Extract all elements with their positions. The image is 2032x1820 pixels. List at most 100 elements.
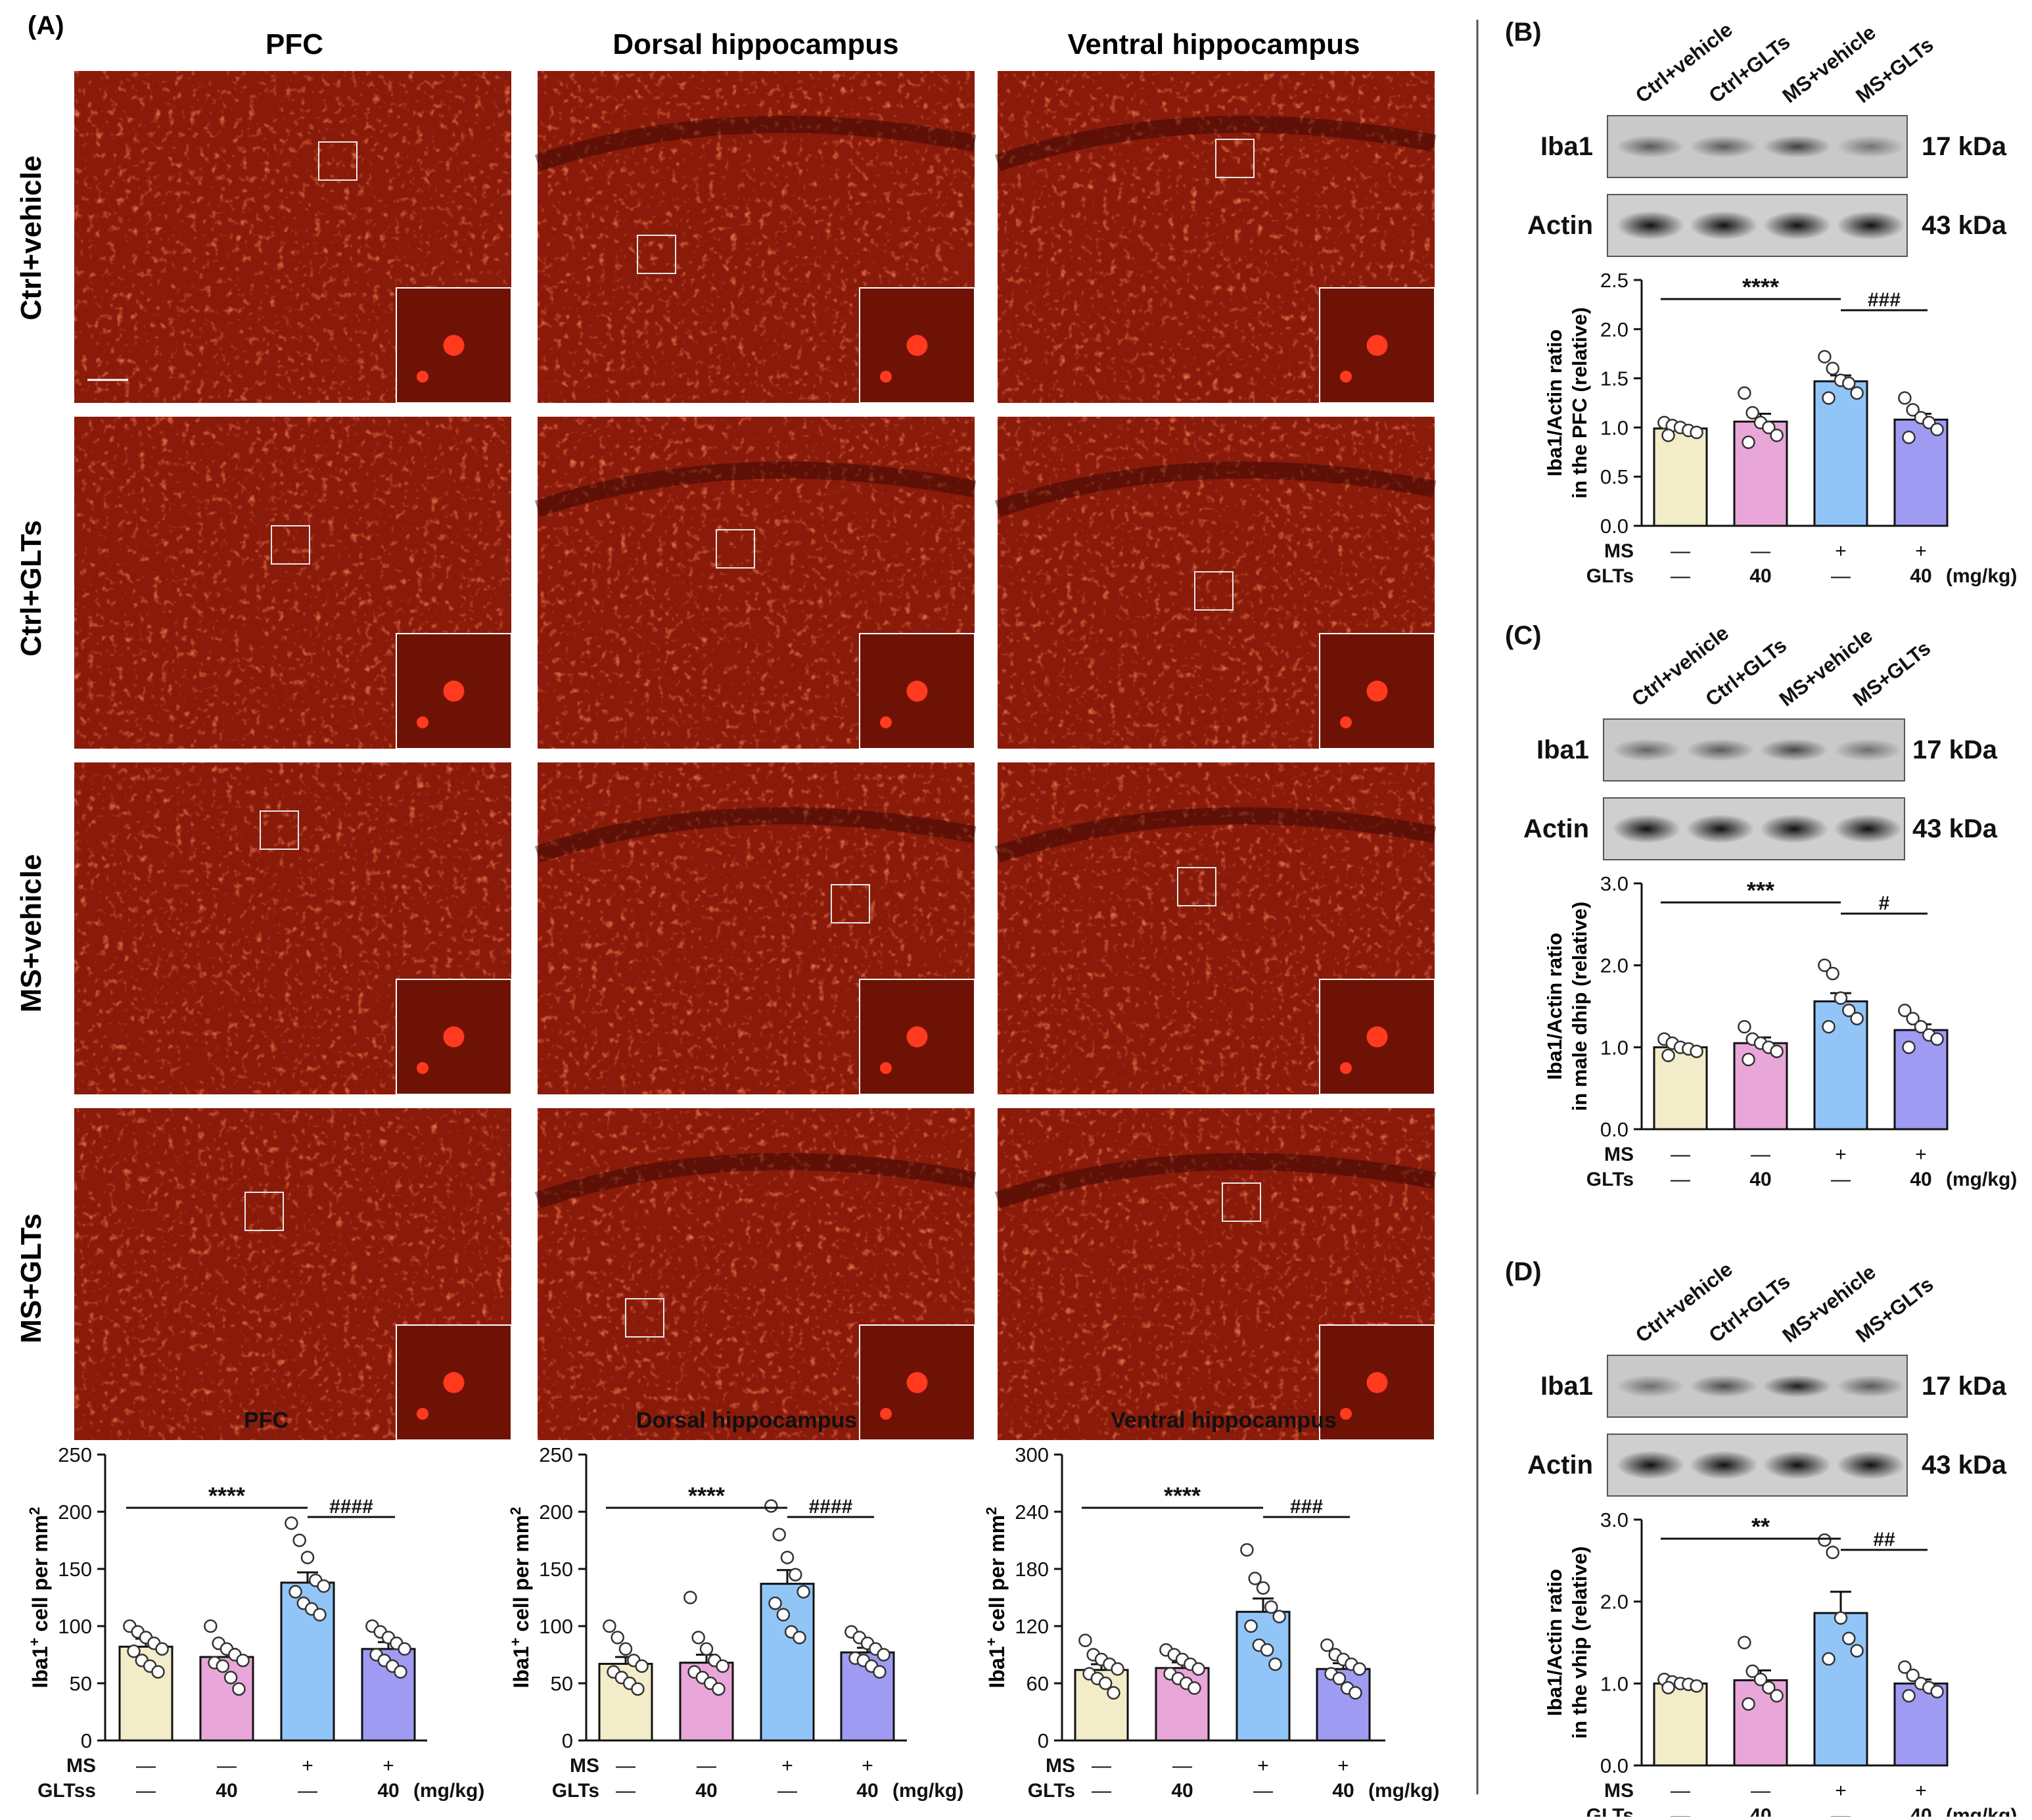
y-axis-label-line: Iba1/Actin ratio: [1543, 933, 1566, 1080]
tissue-layer: [994, 116, 1437, 172]
blot-band: [1834, 739, 1903, 761]
y-tick-label: 200: [58, 1501, 92, 1524]
blot-kda-label: 17 kDa: [1922, 132, 2007, 161]
data-point: [1349, 1686, 1362, 1700]
inset-cell: [1340, 371, 1352, 383]
y-tick-label: 60: [1027, 1672, 1049, 1695]
y-tick-label: 100: [58, 1615, 92, 1638]
y-tick-label: 0: [81, 1729, 92, 1752]
data-point: [797, 1585, 810, 1599]
blot-band: [1612, 739, 1681, 761]
data-point: [1770, 1044, 1784, 1058]
inset-cell: [906, 1026, 928, 1048]
treatment-ms-label: MS: [570, 1755, 599, 1777]
data-point: [635, 1659, 649, 1673]
data-point: [873, 1665, 887, 1679]
blot-band: [1836, 1375, 1905, 1397]
roi-box: [318, 141, 358, 181]
y-tick-label: 0.0: [1600, 1754, 1628, 1777]
y-axis-label-main: Iba1: [509, 1646, 533, 1688]
treatment-ms-value: +: [1915, 540, 1927, 562]
data-point: [1111, 1662, 1124, 1676]
data-point: [1738, 386, 1751, 400]
treatment-glts-value: 40: [1171, 1780, 1193, 1802]
significance-stars: ***: [1747, 877, 1774, 904]
treatment-glts-value: 40: [1332, 1780, 1354, 1802]
treatment-ms-value: —: [1751, 540, 1770, 562]
blot-band: [1763, 1451, 1832, 1480]
treatment-glts-label: GLTs: [1028, 1780, 1075, 1802]
y-tick-label: 2.0: [1600, 318, 1628, 341]
bar: [1653, 427, 1708, 527]
data-point: [1822, 1652, 1836, 1666]
data-point: [1906, 1668, 1920, 1683]
column-title-pfc: PFC: [266, 28, 323, 60]
inset-cell: [1366, 680, 1388, 702]
treatment-glts-value: 40: [1910, 565, 1931, 587]
data-point: [1842, 1631, 1856, 1646]
treatment-glts-value: —: [298, 1780, 317, 1802]
treatment-glts-value: 40: [856, 1780, 878, 1802]
data-point: [1898, 391, 1912, 405]
blot-band: [1759, 814, 1828, 843]
y-tick-label: 1.0: [1600, 1036, 1628, 1059]
row-label-ms-vehicle: MS+vehicle: [15, 854, 47, 1013]
data-point: [1738, 1635, 1751, 1650]
data-point: [1661, 429, 1675, 442]
y-axis-label-rest: cell per mm: [985, 1515, 1009, 1638]
treatment-glts-value: —: [1831, 565, 1851, 587]
blot-band: [1690, 211, 1758, 240]
y-axis-label: Iba1+ cell per mm2: [26, 1507, 52, 1689]
treatment-ms-value: —: [136, 1755, 156, 1777]
blot-band: [1763, 1375, 1832, 1397]
y-axis-label-sup: 2: [507, 1507, 524, 1515]
data-point: [1240, 1543, 1254, 1557]
data-point: [1902, 431, 1916, 444]
data-point: [1098, 1676, 1113, 1691]
data-point: [127, 1645, 141, 1658]
blot-band: [1686, 739, 1755, 761]
treatment-ms-value: —: [1671, 1780, 1690, 1802]
inset-cell: [417, 1062, 428, 1074]
data-point: [289, 1585, 302, 1599]
data-point: [236, 1653, 250, 1668]
data-point: [1930, 423, 1944, 436]
treatment-ms-value: —: [616, 1755, 635, 1777]
chart-title: Dorsal hippocampus: [636, 1408, 857, 1433]
data-point: [1822, 391, 1836, 405]
y-axis-label: Iba1+ cell per mm2: [983, 1507, 1009, 1689]
treatment-ms-value: +: [1915, 1144, 1927, 1165]
treatment-ms-value: +: [1835, 1144, 1847, 1165]
panel-label: (D): [1505, 1257, 1542, 1286]
y-axis-label: Iba1/Actin ratioin male dhip (relative): [1543, 902, 1591, 1111]
data-point: [1842, 1003, 1856, 1017]
blot-kda-label: 43 kDa: [1922, 1451, 2007, 1480]
dose-unit: (mg/kg): [1946, 1805, 2017, 1817]
micrograph-inset: [396, 287, 512, 404]
blot-band: [1616, 211, 1685, 240]
chart-title: Ventral hippocampus: [1111, 1408, 1337, 1433]
data-point: [1753, 1672, 1768, 1687]
inset-cell: [1340, 1408, 1352, 1420]
y-axis-label: Iba1/Actin ratioin the vhip (relative): [1543, 1547, 1591, 1739]
micrograph-inset: [859, 1324, 975, 1441]
y-tick-label: 250: [539, 1443, 573, 1466]
significance-stars: ****: [1164, 1482, 1201, 1509]
data-point: [1107, 1686, 1120, 1700]
dose-unit: (mg/kg): [1368, 1780, 1439, 1802]
inset-cell: [443, 1372, 465, 1393]
inset-cell: [417, 371, 428, 383]
bar: [118, 1645, 173, 1742]
treatment-glts-label: GLTs: [552, 1780, 599, 1802]
dose-unit: (mg/kg): [892, 1780, 963, 1802]
bar: [1653, 1682, 1708, 1767]
y-tick-label: 150: [58, 1558, 92, 1581]
roi-box: [637, 235, 676, 274]
treatment-glts-value: 40: [695, 1780, 717, 1802]
y-axis-label-line: Iba1/Actin ratio: [1543, 1569, 1566, 1716]
y-tick-label: 0.5: [1600, 465, 1628, 488]
data-point: [1834, 991, 1848, 1005]
